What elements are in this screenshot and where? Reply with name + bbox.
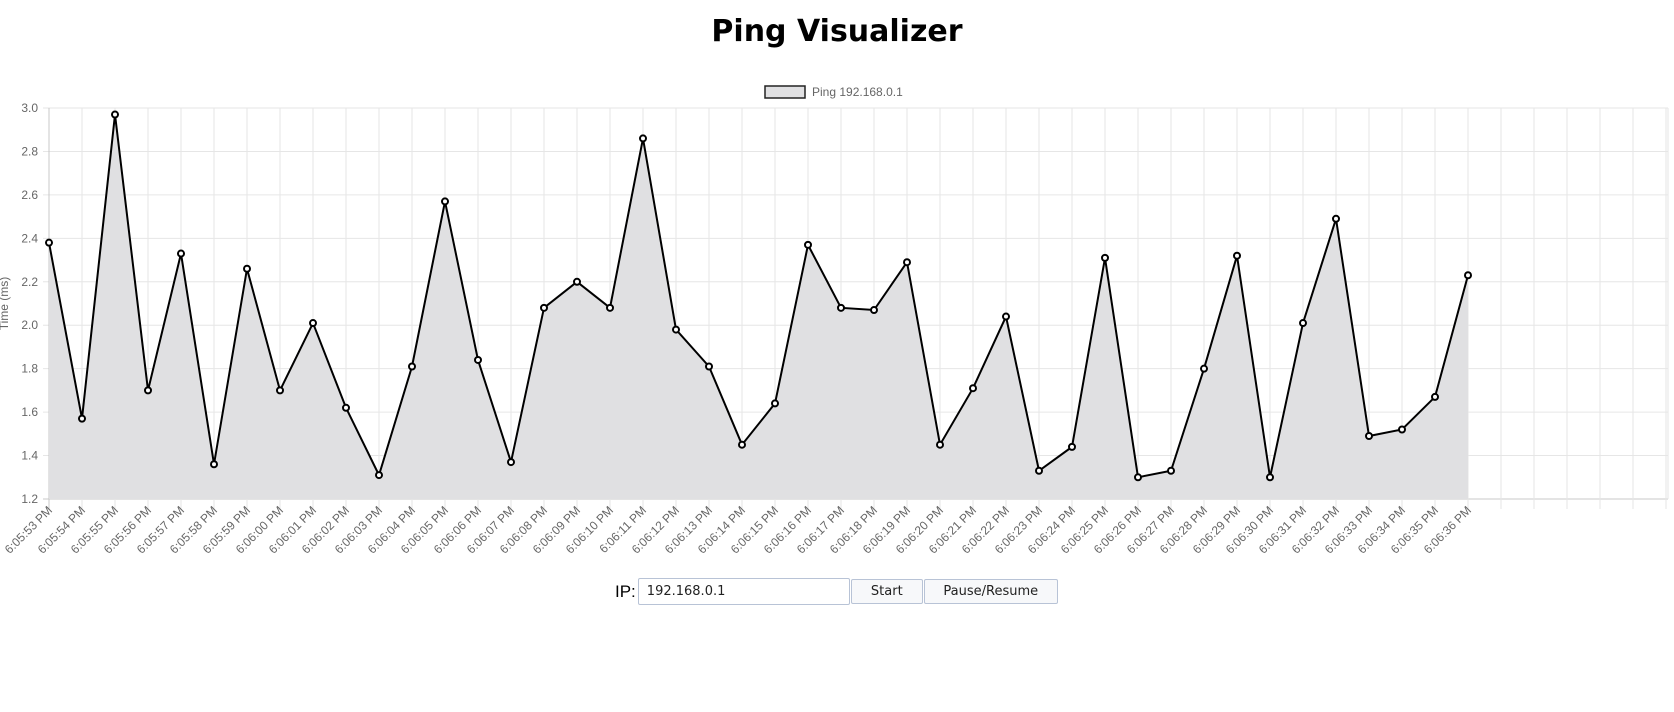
data-point xyxy=(937,442,943,448)
data-point xyxy=(1234,253,1240,259)
y-tick-label: 2.4 xyxy=(21,231,38,245)
data-point xyxy=(1201,366,1207,372)
start-button[interactable]: Start xyxy=(851,579,923,604)
y-tick-label: 3.0 xyxy=(21,101,38,115)
pause-resume-button[interactable]: Pause/Resume xyxy=(924,579,1058,604)
data-point xyxy=(376,472,382,478)
data-point xyxy=(1168,468,1174,474)
data-point xyxy=(607,305,613,311)
y-tick-label: 1.6 xyxy=(21,405,38,419)
data-point xyxy=(145,387,151,393)
data-point xyxy=(1432,394,1438,400)
legend-label: Ping 192.168.0.1 xyxy=(812,85,903,99)
data-point xyxy=(508,459,514,465)
data-point xyxy=(343,405,349,411)
data-point xyxy=(244,266,250,272)
data-point xyxy=(1003,314,1009,320)
data-point xyxy=(409,363,415,369)
data-point xyxy=(904,259,910,265)
data-point xyxy=(1300,320,1306,326)
data-point xyxy=(1135,474,1141,480)
series-area xyxy=(49,115,1468,499)
y-tick-label: 1.8 xyxy=(21,362,38,376)
data-point xyxy=(1267,474,1273,480)
data-point xyxy=(1366,433,1372,439)
controls-bar: IP: Start Pause/Resume xyxy=(615,578,1058,605)
data-point xyxy=(1465,272,1471,278)
data-point xyxy=(277,387,283,393)
data-point xyxy=(871,307,877,313)
data-point xyxy=(1036,468,1042,474)
y-tick-label: 2.8 xyxy=(21,144,38,158)
data-point xyxy=(442,198,448,204)
legend-swatch xyxy=(765,86,805,98)
ip-input[interactable] xyxy=(638,578,850,605)
y-tick-label: 2.0 xyxy=(21,318,38,332)
data-point xyxy=(970,385,976,391)
data-point xyxy=(541,305,547,311)
data-point xyxy=(79,416,85,422)
y-tick-label: 1.2 xyxy=(21,492,38,506)
data-point xyxy=(640,135,646,141)
data-point xyxy=(1102,255,1108,261)
data-point xyxy=(178,251,184,257)
data-point xyxy=(1399,426,1405,432)
data-point xyxy=(1333,216,1339,222)
y-tick-label: 1.4 xyxy=(21,449,38,463)
data-point xyxy=(739,442,745,448)
data-point xyxy=(46,240,52,246)
data-point xyxy=(574,279,580,285)
y-tick-label: 2.6 xyxy=(21,188,38,202)
data-point xyxy=(475,357,481,363)
data-point xyxy=(772,400,778,406)
data-point xyxy=(310,320,316,326)
data-point xyxy=(211,461,217,467)
ping-chart: 1.21.41.61.82.02.22.42.62.83.06:05:53 PM… xyxy=(0,0,1674,575)
ip-label: IP: xyxy=(615,582,636,602)
data-point xyxy=(112,112,118,118)
data-point xyxy=(673,327,679,333)
y-tick-label: 2.2 xyxy=(21,275,38,289)
data-point xyxy=(706,363,712,369)
data-point xyxy=(1069,444,1075,450)
y-axis-title: Time (ms) xyxy=(0,277,11,331)
data-point xyxy=(838,305,844,311)
data-point xyxy=(805,242,811,248)
